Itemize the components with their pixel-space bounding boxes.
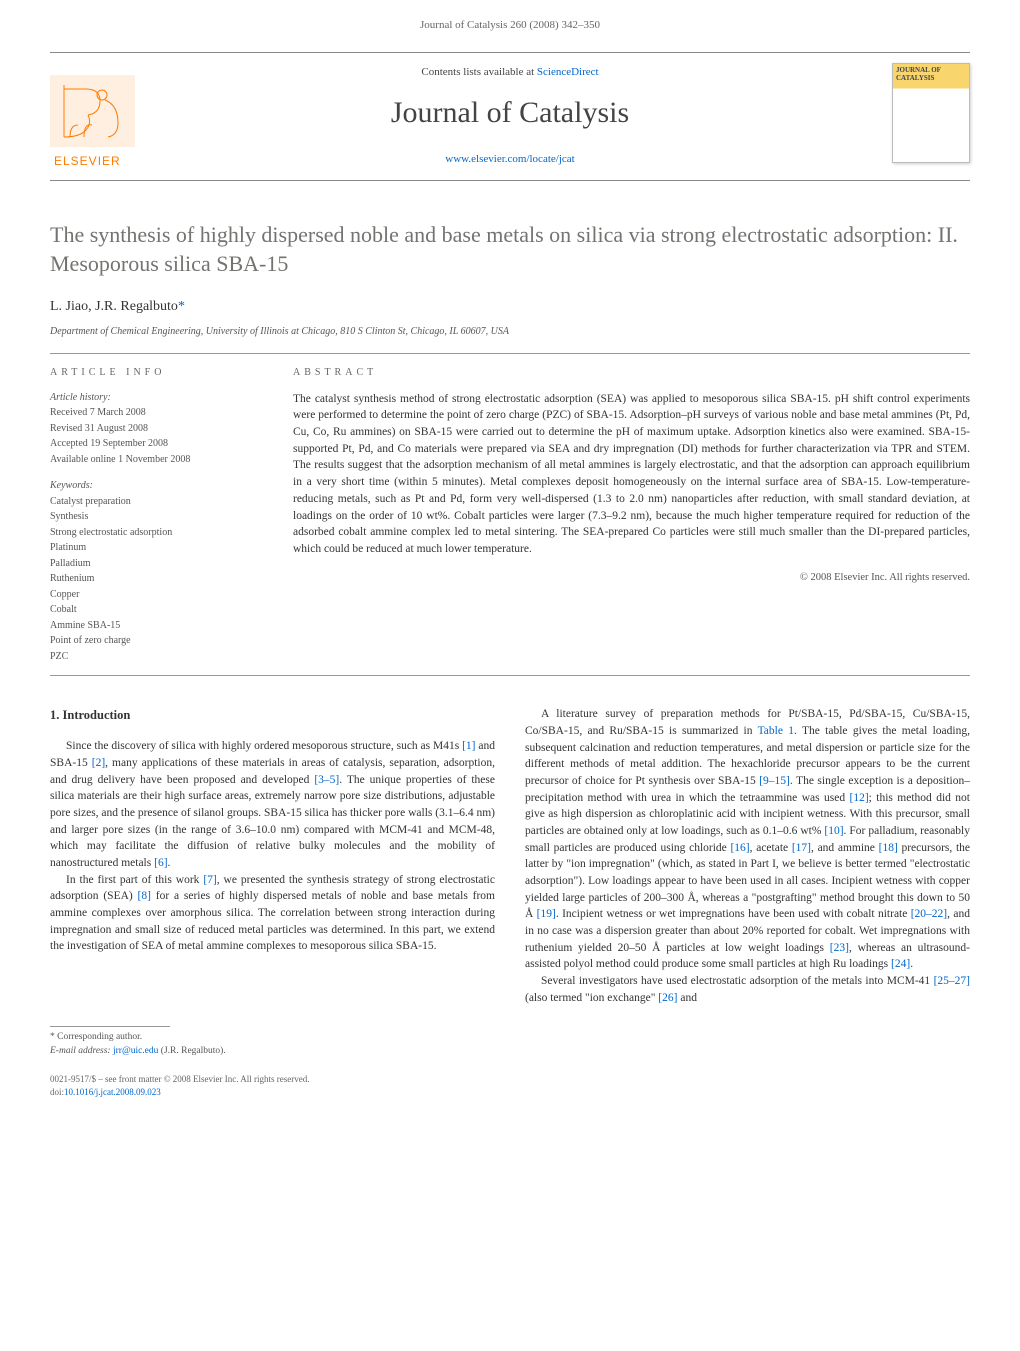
- keyword: Ammine SBA-15: [50, 619, 265, 634]
- corresponding-author-note: * Corresponding author.: [50, 1031, 970, 1045]
- table-link[interactable]: Table 1: [758, 725, 794, 737]
- keyword: Ruthenium: [50, 572, 265, 587]
- ref-link[interactable]: [1]: [462, 740, 475, 752]
- journal-cover-thumb: JOURNAL OFCATALYSIS: [892, 63, 970, 163]
- ref-link[interactable]: [18]: [879, 842, 898, 854]
- right-column: A literature survey of preparation metho…: [525, 706, 970, 1006]
- section-heading: 1. Introduction: [50, 706, 495, 724]
- ref-link[interactable]: [26]: [658, 992, 677, 1004]
- author-list: L. Jiao, J.R. Regalbuto*: [50, 297, 970, 317]
- ref-link[interactable]: [12]: [849, 792, 868, 804]
- history-heading: Article history:: [50, 391, 265, 406]
- abstract-text: The catalyst synthesis method of strong …: [293, 391, 970, 558]
- keyword: Strong electrostatic adsorption: [50, 526, 265, 541]
- publisher-logo-area: ELSEVIER: [50, 53, 150, 180]
- keyword: Palladium: [50, 557, 265, 572]
- keyword: PZC: [50, 650, 265, 665]
- banner-center: Contents lists available at ScienceDirec…: [150, 53, 870, 180]
- ref-link[interactable]: [17]: [792, 842, 811, 854]
- contents-line: Contents lists available at ScienceDirec…: [150, 65, 870, 81]
- ref-link[interactable]: [20–22]: [911, 908, 947, 920]
- ref-link[interactable]: [9–15]: [759, 775, 790, 787]
- info-abstract-row: article info Article history: Received 7…: [50, 366, 970, 665]
- left-column: 1. Introduction Since the discovery of s…: [50, 706, 495, 1006]
- ref-link[interactable]: [23]: [830, 942, 849, 954]
- sciencedirect-link[interactable]: ScienceDirect: [537, 66, 599, 78]
- article-front: The synthesis of highly dispersed noble …: [50, 221, 970, 1006]
- email-link[interactable]: jrr@uic.edu: [113, 1046, 158, 1056]
- ref-link[interactable]: [10]: [824, 825, 843, 837]
- journal-homepage: www.elsevier.com/locate/jcat: [150, 152, 870, 168]
- article-info-heading: article info: [50, 366, 265, 381]
- accepted-date: Accepted 19 September 2008: [50, 437, 265, 452]
- elsevier-logo: ELSEVIER: [50, 75, 135, 170]
- running-header: Journal of Catalysis 260 (2008) 342–350: [0, 0, 1020, 42]
- ref-link[interactable]: [3–5]: [314, 774, 339, 786]
- authors-text: L. Jiao, J.R. Regalbuto: [50, 299, 178, 314]
- keyword: Platinum: [50, 541, 265, 556]
- journal-banner: ELSEVIER Contents lists available at Sci…: [50, 52, 970, 181]
- abstract-copyright: © 2008 Elsevier Inc. All rights reserved…: [293, 570, 970, 585]
- body-columns: 1. Introduction Since the discovery of s…: [50, 706, 970, 1006]
- divider: [50, 353, 970, 354]
- doi-label: doi:: [50, 1087, 64, 1097]
- footnote-rule: [50, 1026, 170, 1027]
- ref-link[interactable]: [7]: [203, 874, 216, 886]
- footnotes: * Corresponding author. E-mail address: …: [50, 1026, 970, 1059]
- online-date: Available online 1 November 2008: [50, 453, 265, 468]
- copyright-footer: 0021-9517/$ – see front matter © 2008 El…: [50, 1073, 970, 1099]
- abstract-heading: abstract: [293, 366, 970, 381]
- ref-link[interactable]: [24]: [891, 958, 910, 970]
- doi-line: doi:10.1016/j.jcat.2008.09.023: [50, 1086, 970, 1099]
- ref-link[interactable]: [8]: [138, 890, 151, 902]
- keyword: Synthesis: [50, 510, 265, 525]
- front-matter-line: 0021-9517/$ – see front matter © 2008 El…: [50, 1073, 970, 1086]
- cover-area: JOURNAL OFCATALYSIS: [870, 53, 970, 180]
- article-info-col: article info Article history: Received 7…: [50, 366, 265, 665]
- ref-link[interactable]: [19]: [537, 908, 556, 920]
- divider: [50, 675, 970, 676]
- keywords-heading: Keywords:: [50, 479, 265, 494]
- publisher-name: ELSEVIER: [54, 154, 121, 168]
- citation-text: Journal of Catalysis 260 (2008) 342–350: [420, 19, 600, 31]
- paragraph: Several investigators have used electros…: [525, 973, 970, 1006]
- abstract-col: abstract The catalyst synthesis method o…: [293, 366, 970, 665]
- ref-link[interactable]: [16]: [730, 842, 749, 854]
- paragraph: A literature survey of preparation metho…: [525, 706, 970, 973]
- ref-link[interactable]: [6]: [154, 857, 167, 869]
- journal-url-link[interactable]: www.elsevier.com/locate/jcat: [445, 153, 574, 165]
- keyword: Copper: [50, 588, 265, 603]
- received-date: Received 7 March 2008: [50, 406, 265, 421]
- ref-link[interactable]: [25–27]: [934, 975, 970, 987]
- keyword: Catalyst preparation: [50, 495, 265, 510]
- affiliation: Department of Chemical Engineering, Univ…: [50, 325, 970, 340]
- email-label: E-mail address:: [50, 1046, 113, 1056]
- article-title: The synthesis of highly dispersed noble …: [50, 221, 970, 278]
- journal-name: Journal of Catalysis: [150, 91, 870, 135]
- doi-link[interactable]: 10.1016/j.jcat.2008.09.023: [64, 1087, 161, 1097]
- corresponding-marker: *: [178, 299, 185, 314]
- contents-prefix: Contents lists available at: [421, 66, 536, 78]
- paragraph: Since the discovery of silica with highl…: [50, 738, 495, 871]
- email-name: (J.R. Regalbuto).: [158, 1046, 225, 1056]
- paragraph: In the first part of this work [7], we p…: [50, 872, 495, 955]
- keyword: Point of zero charge: [50, 634, 265, 649]
- revised-date: Revised 31 August 2008: [50, 422, 265, 437]
- keyword: Cobalt: [50, 603, 265, 618]
- email-line: E-mail address: jrr@uic.edu (J.R. Regalb…: [50, 1045, 970, 1059]
- ref-link[interactable]: [2]: [92, 757, 105, 769]
